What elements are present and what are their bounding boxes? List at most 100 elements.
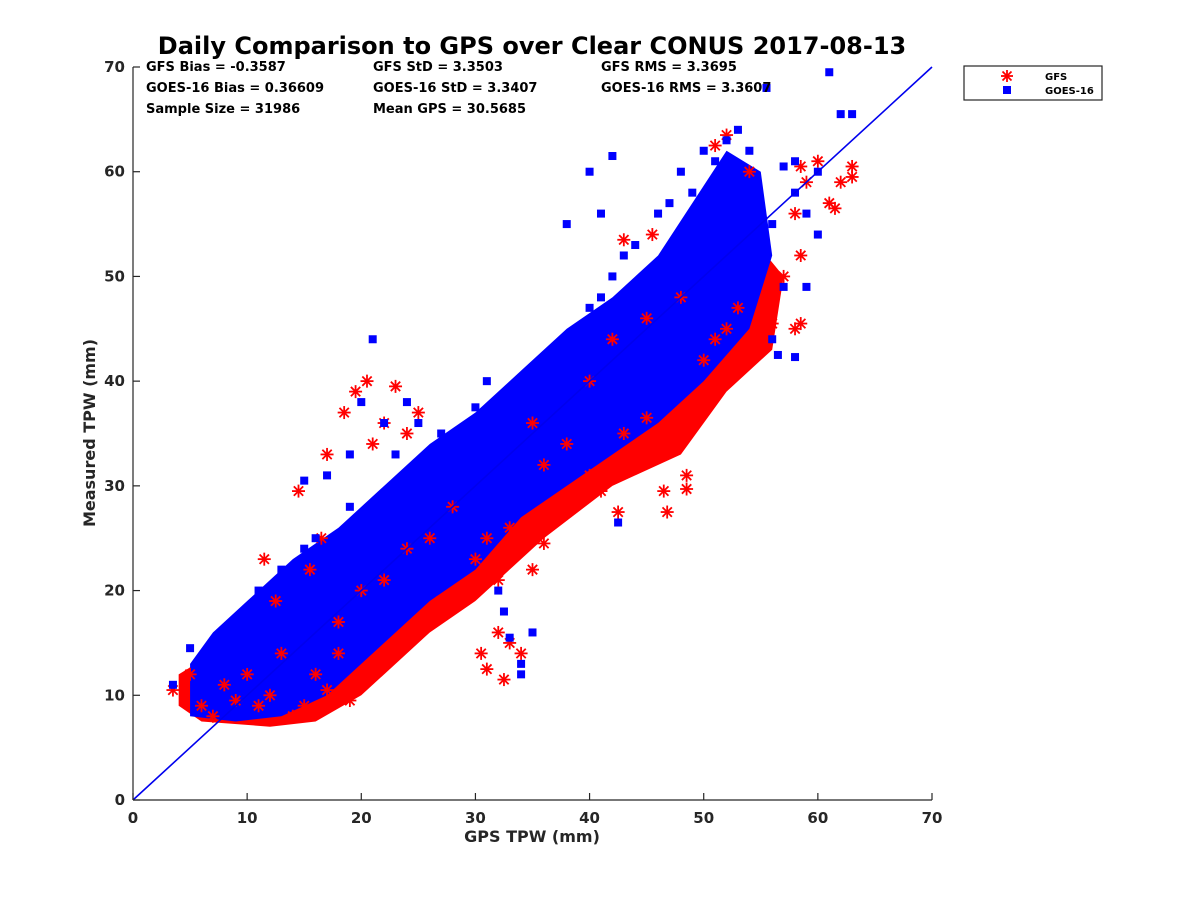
stat-goes-std: GOES-16 StD = 3.3407 — [373, 81, 537, 96]
y-tick-label: 30 — [104, 477, 125, 495]
goes16-point — [642, 356, 651, 365]
gfs-point — [423, 531, 437, 545]
goes16-point — [836, 110, 845, 119]
goes16-point — [779, 162, 788, 171]
gfs-point — [697, 353, 711, 367]
goes16-point — [756, 209, 765, 218]
gfs-point — [337, 406, 351, 420]
gfs-point — [560, 437, 574, 451]
gfs-point — [526, 416, 539, 430]
gfs-point — [503, 521, 517, 535]
gfs-point — [303, 563, 317, 577]
goes16-point — [311, 534, 320, 543]
gfs-point — [411, 406, 425, 420]
gfs-point — [640, 311, 654, 325]
goes16-point — [437, 429, 446, 438]
goes16-point — [494, 586, 503, 595]
goes16-point — [676, 324, 685, 333]
gfs-series-points — [166, 128, 859, 723]
gfs-point — [269, 594, 283, 608]
goes16-point — [323, 576, 332, 585]
gfs-point — [309, 667, 323, 681]
goes16-point — [357, 398, 366, 407]
gfs-point — [617, 427, 631, 440]
goes16-point — [665, 199, 674, 208]
goes16-point — [300, 544, 309, 553]
x-ticks: 0 10 20 30 40 50 60 70 — [128, 793, 942, 827]
gfs-point — [845, 170, 859, 184]
gfs-point — [474, 646, 488, 660]
goes16-point — [517, 659, 526, 668]
gfs-point — [777, 269, 791, 283]
gfs-point — [257, 552, 271, 566]
legend-goes-marker — [1003, 86, 1011, 94]
goes16-point — [186, 644, 195, 653]
goes16-point — [722, 241, 731, 250]
goes16-point — [802, 209, 811, 218]
goes16-point — [368, 335, 377, 344]
y-tick-label: 20 — [104, 582, 125, 600]
goes16-density-cloud — [190, 150, 773, 722]
goes16-point — [791, 353, 800, 362]
gfs-point — [605, 332, 619, 346]
gfs-point — [617, 233, 631, 247]
y-tick-label: 60 — [104, 163, 125, 181]
gfs-point — [828, 201, 842, 215]
goes16-point — [345, 450, 354, 459]
gfs-point — [377, 573, 391, 587]
goes16-point — [791, 157, 800, 166]
gfs-point — [491, 625, 505, 639]
y-tick-label: 10 — [104, 686, 125, 704]
stats-annotations: GFS Bias = -0.3587 GOES-16 Bias = 0.3660… — [146, 60, 771, 117]
gfs-point — [297, 699, 311, 713]
gfs-point — [514, 536, 528, 550]
goes16-point — [334, 555, 343, 564]
goes16-point — [562, 335, 571, 344]
goes16-point — [745, 261, 754, 270]
y-ticks: 0 10 20 30 40 50 60 70 — [104, 58, 140, 809]
gfs-point — [605, 458, 619, 472]
gfs-point — [468, 552, 482, 566]
gfs-point — [194, 699, 208, 713]
legend: GFS GOES-16 — [963, 65, 1103, 101]
gfs-point — [685, 395, 699, 409]
goes16-point — [773, 350, 782, 359]
goes16-point — [574, 324, 583, 333]
gfs-point — [491, 573, 505, 587]
gfs-point — [537, 458, 551, 472]
x-tick-label: 10 — [237, 809, 258, 827]
gfs-point — [657, 484, 671, 498]
stat-gfs-std: GFS StD = 3.3503 — [373, 60, 503, 75]
goes16-point — [528, 628, 537, 637]
goes16-point — [848, 110, 857, 119]
gfs-point — [731, 301, 745, 315]
gfs-point — [206, 709, 220, 723]
goes16-point — [768, 220, 777, 229]
legend-goes-label: GOES-16 — [1045, 86, 1094, 97]
goes16-point — [585, 167, 594, 176]
goes16-point — [460, 439, 469, 448]
goes16-point — [220, 701, 229, 710]
goes16-point — [825, 68, 834, 77]
goes16-point — [688, 188, 697, 197]
gfs-point — [628, 447, 642, 461]
gfs-point — [697, 395, 711, 409]
goes16-point — [528, 387, 537, 396]
goes16-point — [288, 607, 297, 616]
goes16-point — [654, 209, 663, 218]
goes16-point — [414, 419, 423, 428]
goes16-point — [596, 209, 605, 218]
gfs-point — [349, 385, 363, 399]
goes16-point — [494, 439, 503, 448]
goes16-series-points — [168, 68, 857, 710]
y-tick-label: 40 — [104, 372, 125, 390]
gfs-point — [417, 615, 431, 629]
gfs-point — [389, 379, 403, 393]
stat-mean-gps: Mean GPS = 30.5685 — [373, 102, 526, 117]
goes16-point — [499, 607, 508, 616]
x-tick-label: 50 — [693, 809, 714, 827]
goes16-point — [631, 241, 640, 250]
goes16-point — [745, 178, 754, 187]
y-axis-label: Measured TPW (mm) — [80, 339, 99, 527]
